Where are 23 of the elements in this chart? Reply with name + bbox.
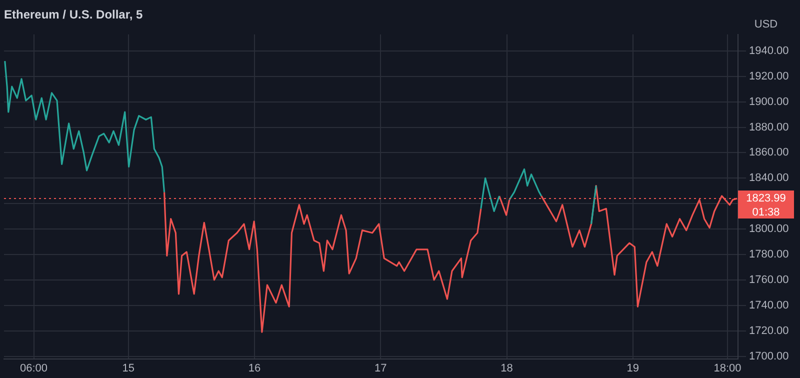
x-tick-label: 19 [626,362,640,374]
y-tick-label: 1940.00 [749,44,789,57]
y-tick-label: 1700.00 [749,350,789,362]
x-tick-label: 06:00 [20,362,48,374]
chart-title: Ethereum / U.S. Dollar, 5 [4,8,144,22]
x-tick-label: 15 [122,362,134,374]
y-tick-label: 1800.00 [749,223,789,236]
y-tick-label: 1860.00 [749,146,789,159]
y-tick-label: 1900.00 [749,96,789,108]
x-tick-label: 18:00 [714,362,742,374]
ref-line-label: 1823.99 [746,192,786,205]
x-tick-label: 17 [374,362,387,374]
y-tick-label: 1880.00 [749,121,789,134]
y-tick-label: 1780.00 [749,248,789,261]
x-tick-label: 18 [500,362,513,374]
y-tick-label: 1920.00 [749,70,789,82]
y-tick-label: 1720.00 [749,324,789,337]
y-tick-label: 1760.00 [749,274,789,286]
y-axis-title: USD [754,18,778,30]
y-tick-label: 1840.00 [749,172,789,184]
y-tick-label: 1740.00 [749,299,789,312]
text: 01:38 [752,206,780,219]
x-tick-label: 16 [248,362,261,374]
